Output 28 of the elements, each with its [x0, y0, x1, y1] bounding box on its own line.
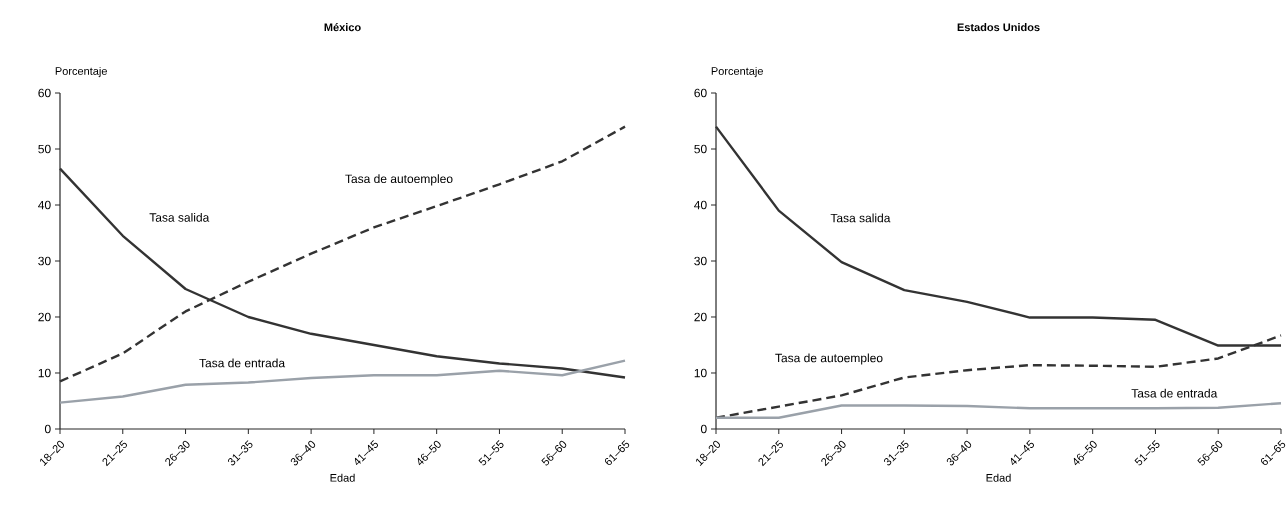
series-label: Tasa de entrada: [1131, 388, 1218, 398]
y-tick-label: 10: [694, 368, 707, 378]
chart-title: México: [324, 22, 361, 32]
text: Tasa salida: [149, 212, 210, 222]
y-axis-title: Porcentaje: [711, 66, 763, 78]
y-tick-label: 0: [700, 424, 707, 434]
y-tick-label: 10: [38, 368, 51, 378]
chart-title: Estados Unidos: [957, 23, 1040, 32]
series-label: Tasa de autoempleo: [775, 353, 883, 365]
y-tick-label: 60: [38, 88, 51, 98]
y-tick-label: 40: [38, 200, 51, 210]
x-axis-title: Edad: [986, 473, 1011, 482]
line-series: [58, 125, 627, 383]
y-tick-label: 20: [38, 312, 51, 322]
y-tick-label: 30: [38, 256, 51, 266]
y-axis-title: Porcentaje: [55, 66, 107, 78]
series-label: Tasa de autoempleo: [345, 174, 453, 186]
y-tick-label: 40: [694, 200, 707, 210]
y-tick-label: 60: [694, 88, 707, 98]
y-tick-label: 20: [694, 312, 707, 322]
series-label: Tasa salida: [830, 213, 891, 223]
y-tick-label: 0: [44, 424, 51, 434]
x-axis-title: Edad: [330, 473, 355, 482]
line-series: [58, 359, 627, 404]
series-label: Tasa de entrada: [199, 358, 286, 368]
y-tick-label: 50: [38, 144, 51, 154]
y-tick-label: 50: [694, 144, 707, 154]
y-tick-label: 30: [694, 256, 707, 266]
